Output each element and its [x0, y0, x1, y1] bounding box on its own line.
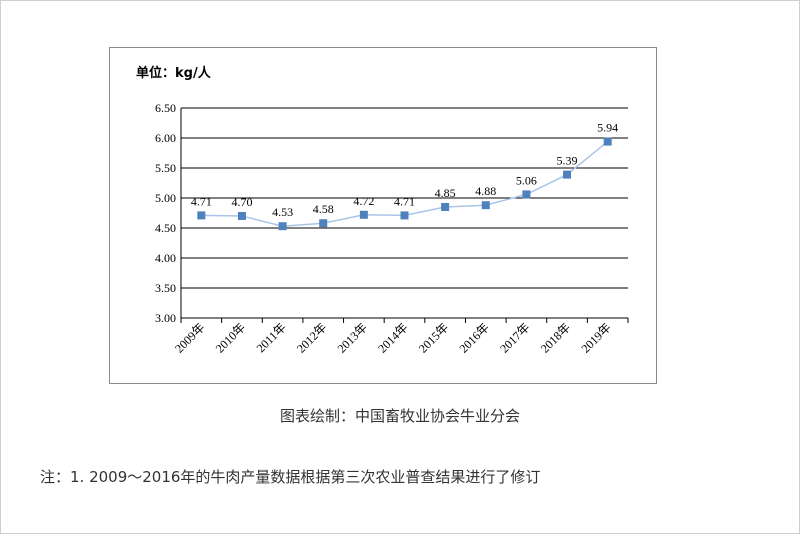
data-label: 5.94	[597, 121, 618, 135]
data-point	[237, 212, 246, 220]
data-point	[359, 210, 368, 219]
x-tick-label: 2010年	[213, 320, 248, 355]
data-label: 4.85	[435, 186, 456, 200]
unit-label: 单位：kg/人	[136, 65, 212, 81]
y-tick-label: 3.00	[155, 311, 176, 325]
x-tick-label: 2009年	[172, 320, 207, 355]
data-point	[522, 190, 531, 199]
data-point	[563, 170, 572, 179]
y-tick-label: 6.50	[155, 101, 176, 115]
data-label: 4.88	[475, 184, 496, 198]
x-tick-label: 2011年	[254, 320, 289, 355]
data-label: 4.72	[353, 194, 374, 208]
data-label: 5.39	[557, 154, 578, 168]
data-point	[441, 203, 450, 211]
y-tick-label: 3.50	[155, 281, 176, 295]
y-tick-label: 4.00	[155, 251, 176, 265]
y-tick-label: 4.50	[155, 221, 176, 235]
data-label: 4.58	[313, 202, 334, 216]
x-tick-label: 2014年	[375, 320, 410, 355]
x-tick-label: 2016年	[457, 320, 492, 355]
y-tick-label: 5.50	[155, 161, 176, 175]
data-point	[197, 211, 206, 220]
data-point	[278, 222, 287, 231]
data-point	[603, 137, 612, 146]
data-label: 4.71	[191, 194, 212, 208]
data-point	[400, 211, 409, 220]
x-tick-label: 2019年	[578, 320, 613, 355]
x-tick-label: 2012年	[294, 320, 329, 355]
y-tick-label: 5.00	[155, 191, 176, 205]
data-label: 5.06	[516, 173, 537, 187]
chart-note: 注：1. 2009～2016年的牛肉产量数据根据第三次农业普查结果进行了修订	[40, 468, 541, 486]
x-tick-label: 2013年	[335, 320, 370, 355]
x-tick-label: 2017年	[497, 320, 532, 355]
x-tick-label: 2018年	[538, 320, 573, 355]
data-label: 4.71	[394, 194, 415, 208]
data-label: 4.53	[272, 205, 293, 219]
data-label: 4.70	[231, 195, 252, 209]
data-point	[481, 201, 490, 210]
y-tick-label: 6.00	[155, 131, 176, 145]
x-tick-label: 2015年	[416, 320, 451, 355]
chart-caption: 图表绘制：中国畜牧业协会牛业分会	[279, 407, 520, 425]
data-point	[319, 219, 328, 228]
line-chart: 单位：kg/人 3.00 3.50 4.00 4.50 5.00 5.50 6.00 6.50 2…	[136, 65, 629, 356]
